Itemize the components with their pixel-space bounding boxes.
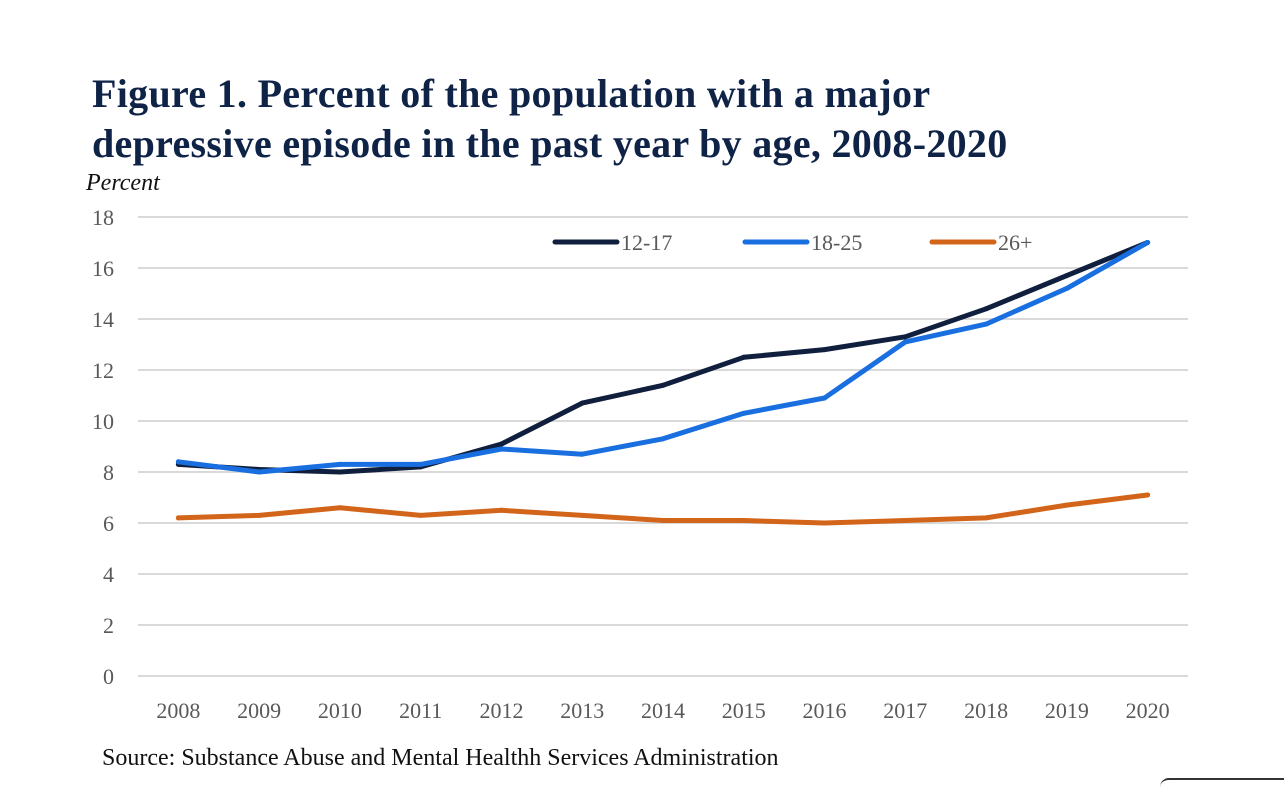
x-ticks: 2008 2009 2010 2011 2012 2013 2014 2015 2016 2017… bbox=[156, 698, 1169, 723]
y-tick-label: 8 bbox=[103, 460, 114, 485]
y-tick-label: 14 bbox=[92, 307, 114, 332]
data-point bbox=[337, 469, 343, 475]
x-tick-label: 2012 bbox=[479, 698, 523, 723]
x-tick-label: 2014 bbox=[641, 698, 685, 723]
data-point bbox=[579, 400, 585, 406]
data-point bbox=[498, 446, 504, 452]
x-tick-label: 2019 bbox=[1045, 698, 1089, 723]
y-tick-label: 10 bbox=[92, 409, 114, 434]
y-tick-label: 6 bbox=[103, 511, 114, 536]
x-tick-label: 2013 bbox=[560, 698, 604, 723]
data-point bbox=[660, 382, 666, 388]
grid bbox=[138, 216, 1188, 677]
data-point bbox=[579, 512, 585, 518]
data-point bbox=[660, 517, 666, 523]
data-point bbox=[741, 354, 747, 360]
x-tick-label: 2020 bbox=[1126, 698, 1170, 723]
y-tick-label: 4 bbox=[103, 562, 114, 587]
x-tick-label: 2018 bbox=[964, 698, 1008, 723]
data-point bbox=[1064, 502, 1070, 508]
x-tick-label: 2011 bbox=[399, 698, 442, 723]
data-point bbox=[983, 306, 989, 312]
chart-title-line-2: depressive episode in the past year by a… bbox=[92, 121, 1008, 166]
data-point bbox=[337, 505, 343, 511]
data-point bbox=[175, 515, 181, 521]
x-tick-label: 2015 bbox=[722, 698, 766, 723]
legend-label: 18-25 bbox=[811, 230, 862, 255]
data-point bbox=[902, 339, 908, 345]
y-tick-label: 12 bbox=[92, 358, 114, 383]
legend-label: 12-17 bbox=[621, 230, 672, 255]
x-tick-label: 2017 bbox=[883, 698, 927, 723]
y-ticks: 0 2 4 6 8 10 12 14 16 18 bbox=[92, 205, 114, 689]
x-tick-label: 2010 bbox=[318, 698, 362, 723]
data-point bbox=[1064, 273, 1070, 279]
data-point bbox=[741, 410, 747, 416]
series bbox=[175, 240, 1151, 526]
data-point bbox=[175, 459, 181, 465]
chart-title-line-1: Figure 1. Percent of the population with… bbox=[92, 71, 931, 116]
data-point bbox=[1145, 492, 1151, 498]
x-tick-label: 2009 bbox=[237, 698, 281, 723]
data-point bbox=[822, 520, 828, 526]
source-note: Source: Substance Abuse and Mental Healt… bbox=[102, 745, 779, 771]
legend: 12-17 18-25 26+ bbox=[552, 230, 1032, 255]
data-point bbox=[983, 515, 989, 521]
data-point bbox=[1145, 240, 1151, 245]
data-point bbox=[498, 507, 504, 513]
data-point bbox=[1064, 285, 1070, 291]
data-point bbox=[660, 436, 666, 442]
data-point bbox=[902, 334, 908, 340]
x-tick-label: 2016 bbox=[803, 698, 847, 723]
data-point bbox=[256, 469, 262, 475]
data-point bbox=[822, 395, 828, 401]
data-point bbox=[337, 461, 343, 467]
legend-label: 26+ bbox=[998, 230, 1032, 255]
data-point bbox=[741, 517, 747, 523]
data-point bbox=[256, 512, 262, 518]
data-point bbox=[902, 517, 908, 523]
y-axis-label: Percent bbox=[86, 170, 160, 196]
data-point bbox=[983, 321, 989, 327]
x-tick-label: 2008 bbox=[156, 698, 200, 723]
y-tick-label: 18 bbox=[92, 205, 114, 230]
y-tick-label: 0 bbox=[103, 664, 114, 689]
data-point bbox=[418, 461, 424, 467]
data-point bbox=[418, 512, 424, 518]
data-point bbox=[579, 451, 585, 457]
y-tick-label: 2 bbox=[103, 613, 114, 638]
data-point bbox=[498, 441, 504, 447]
corner-decoration bbox=[1160, 778, 1284, 787]
y-tick-label: 16 bbox=[92, 256, 114, 281]
data-point bbox=[822, 347, 828, 353]
